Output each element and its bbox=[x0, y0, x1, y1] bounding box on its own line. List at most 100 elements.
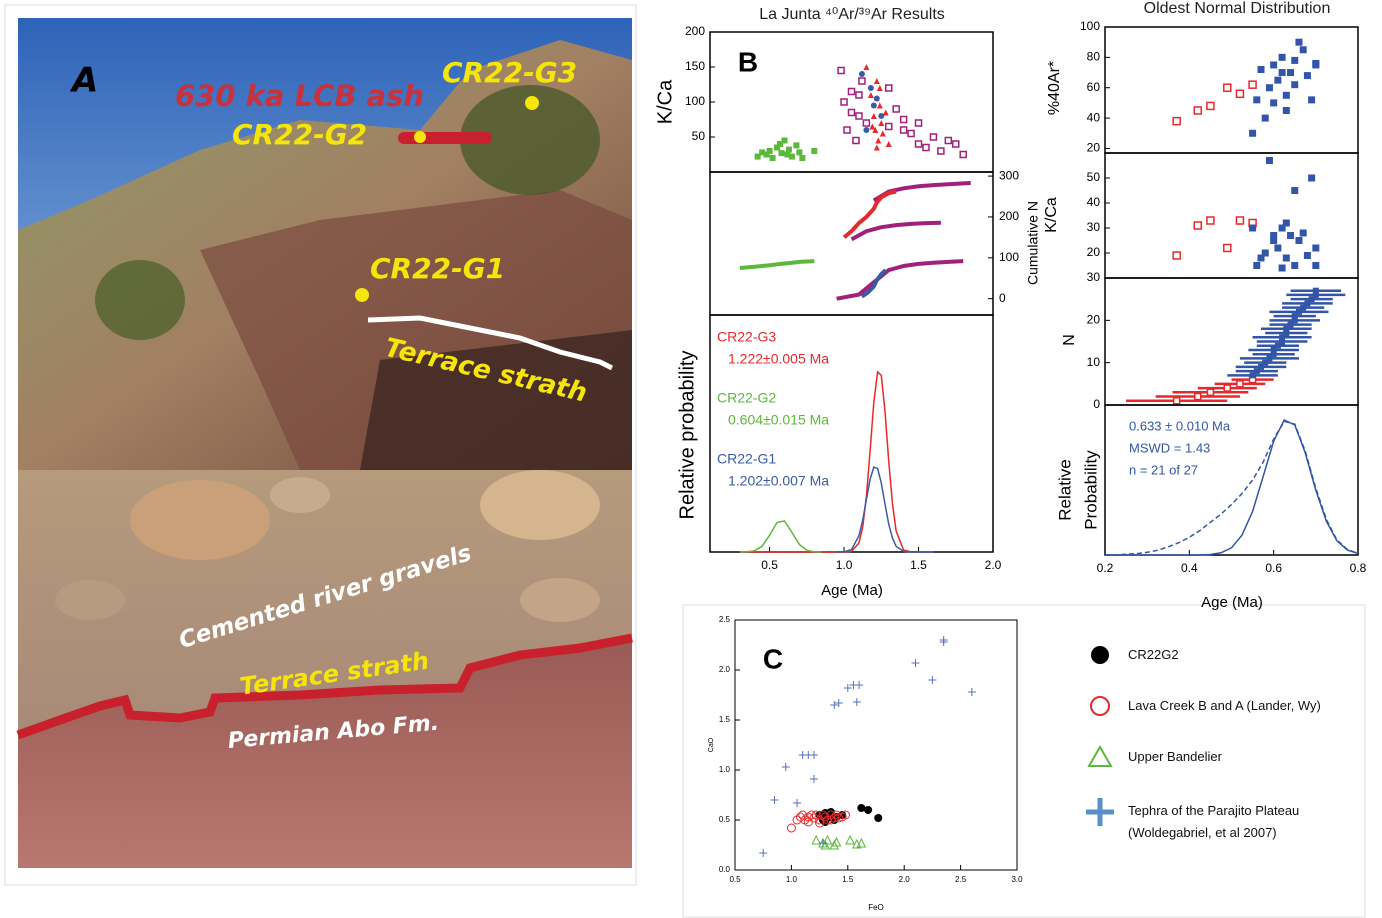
x-tick-label: 2.0 bbox=[899, 875, 911, 884]
marker bbox=[786, 147, 792, 153]
series-line bbox=[837, 261, 964, 299]
marker bbox=[1287, 232, 1294, 239]
marker bbox=[960, 152, 966, 158]
legend-marker bbox=[1091, 646, 1109, 664]
marker bbox=[782, 763, 790, 771]
x-tick-label: 0.6 bbox=[1265, 561, 1282, 575]
marker bbox=[1224, 84, 1231, 91]
marker bbox=[787, 824, 795, 832]
marker bbox=[938, 148, 944, 154]
marker bbox=[778, 150, 784, 156]
marker bbox=[1194, 222, 1201, 229]
y-tick-label: 1.0 bbox=[719, 765, 731, 774]
marker bbox=[770, 155, 776, 161]
marker bbox=[916, 120, 922, 126]
legend-entry: CR22G2 bbox=[1128, 644, 1358, 666]
series-line bbox=[862, 270, 886, 297]
marker bbox=[1224, 385, 1230, 391]
photo-cobble bbox=[520, 578, 600, 622]
marker bbox=[1313, 288, 1319, 294]
marker bbox=[1270, 99, 1277, 106]
y-tick-label: 80 bbox=[1087, 50, 1101, 64]
marker bbox=[856, 92, 862, 98]
legend-marker bbox=[1089, 747, 1111, 766]
marker bbox=[859, 78, 865, 84]
marker bbox=[863, 64, 869, 70]
marker bbox=[1279, 69, 1286, 76]
marker bbox=[1300, 46, 1307, 53]
marker bbox=[793, 799, 801, 807]
marker bbox=[1207, 102, 1214, 109]
marker bbox=[878, 113, 884, 119]
y-axis-label: %40Ar* bbox=[1046, 61, 1063, 115]
marker bbox=[857, 804, 865, 812]
y-tick-label: 0 bbox=[999, 291, 1006, 305]
series-line bbox=[852, 223, 941, 240]
y-axis-label: Cumulative N bbox=[1025, 201, 1041, 285]
marker bbox=[1249, 225, 1256, 232]
annotation: 0.633 ± 0.010 Ma bbox=[1129, 418, 1231, 433]
marker bbox=[1262, 250, 1269, 257]
marker bbox=[886, 141, 892, 147]
x-tick-label: 2.0 bbox=[985, 558, 1002, 572]
marker bbox=[877, 103, 883, 109]
sample-dot bbox=[414, 131, 426, 143]
marker bbox=[789, 154, 795, 160]
marker bbox=[841, 99, 847, 105]
marker bbox=[1274, 77, 1281, 84]
y-tick-label: 2.0 bbox=[719, 665, 731, 674]
y-tick-label: 200 bbox=[685, 24, 705, 38]
y-tick-label: 50 bbox=[1087, 170, 1101, 184]
marker bbox=[859, 71, 865, 77]
x-tick-label: 1.0 bbox=[836, 558, 853, 572]
legend-label: CR22-G3 bbox=[717, 329, 776, 345]
marker bbox=[871, 113, 877, 119]
x-tick-label: 0.8 bbox=[1350, 561, 1367, 575]
marker bbox=[874, 96, 880, 102]
marker bbox=[874, 78, 880, 84]
marker bbox=[781, 138, 787, 144]
marker bbox=[901, 117, 907, 123]
marker bbox=[1174, 398, 1180, 404]
plot-frame bbox=[1105, 153, 1358, 278]
marker bbox=[1304, 252, 1311, 259]
marker bbox=[1312, 262, 1319, 269]
x-tick-label: 0.5 bbox=[761, 558, 778, 572]
y-tick-label: 40 bbox=[1087, 195, 1101, 209]
series-line bbox=[740, 261, 815, 268]
marker bbox=[877, 85, 883, 91]
x-tick-label: 1.0 bbox=[786, 875, 798, 884]
y-tick-label: 30 bbox=[1087, 270, 1101, 284]
marker bbox=[1291, 57, 1298, 64]
marker bbox=[1312, 61, 1319, 68]
marker bbox=[1266, 157, 1273, 164]
y-axis-label: N bbox=[1061, 334, 1078, 346]
sample-dot bbox=[355, 288, 369, 302]
marker bbox=[968, 688, 976, 696]
legend-label: CR22-G1 bbox=[717, 451, 776, 467]
series-line bbox=[837, 467, 934, 552]
photo-cobble bbox=[130, 480, 270, 560]
marker bbox=[1274, 245, 1281, 252]
marker bbox=[1283, 107, 1290, 114]
marker bbox=[1224, 245, 1231, 252]
marker bbox=[864, 806, 872, 814]
chart-title: La Junta ⁴⁰Ar/³⁹Ar Results bbox=[759, 6, 945, 23]
marker bbox=[853, 138, 859, 144]
legend-entry: Lava Creek B and A (Lander, Wy) bbox=[1128, 695, 1358, 717]
marker bbox=[878, 120, 884, 126]
chart: A 630 ka LCB ash CR22-G3 CR22-G2 CR22-G1… bbox=[0, 0, 1382, 918]
panel-label: A bbox=[69, 61, 98, 101]
marker bbox=[844, 127, 850, 133]
y-tick-label: 0.0 bbox=[719, 865, 731, 874]
marker bbox=[1279, 54, 1286, 61]
legend-marker bbox=[1086, 798, 1114, 826]
photo-cobble bbox=[55, 580, 125, 620]
annotation: n = 21 of 27 bbox=[1129, 462, 1198, 477]
y-axis-label: Relative bbox=[1055, 459, 1074, 520]
marker bbox=[1237, 381, 1243, 387]
panel-label: C bbox=[763, 643, 783, 674]
x-tick-label: 0.5 bbox=[729, 875, 741, 884]
marker bbox=[1249, 130, 1256, 137]
marker bbox=[799, 811, 807, 819]
